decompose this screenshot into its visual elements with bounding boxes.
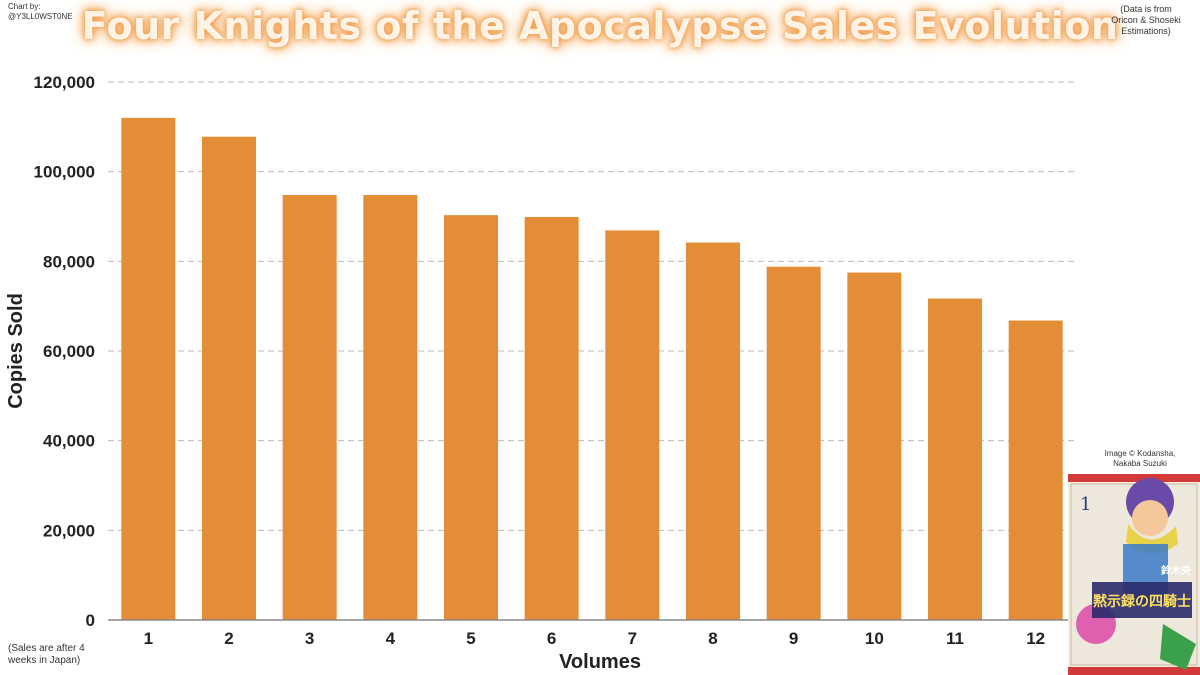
cover-logo: 黙示録の四騎士 xyxy=(1093,593,1191,610)
bar xyxy=(524,216,579,620)
bar xyxy=(686,242,740,620)
x-tick-label: 4 xyxy=(386,629,396,648)
chart-title: Four Knights of the Apocalypse Sales Evo… xyxy=(81,4,1119,48)
data-source-line: (Data is from xyxy=(1120,4,1172,14)
y-tick-label: 20,000 xyxy=(43,521,95,540)
x-tick-labels: 1 2 3 4 5 6 7 8 9 10 11 12 xyxy=(144,629,1046,648)
x-tick-label: 11 xyxy=(946,629,964,648)
x-axis-title: Volumes xyxy=(559,651,641,673)
y-tick-label: 60,000 xyxy=(43,342,95,361)
x-tick-label: 9 xyxy=(789,629,798,648)
y-tick-label: 40,000 xyxy=(43,432,95,451)
bar xyxy=(202,136,256,621)
bar xyxy=(928,298,982,620)
x-tick-label: 6 xyxy=(547,629,556,648)
sales-note-line: weeks in Japan) xyxy=(8,655,81,666)
y-tick-label: 100,000 xyxy=(34,163,95,182)
x-tick-label: 10 xyxy=(865,629,884,648)
bar xyxy=(282,194,337,621)
x-tick-label: 2 xyxy=(224,629,233,648)
x-tick-label: 5 xyxy=(466,629,475,648)
cover-volume-number: 1 xyxy=(1080,494,1091,515)
credit-line: Chart by: xyxy=(8,2,41,11)
credit-handle: @Y3LL0WST0NE xyxy=(8,12,73,21)
x-tick-label: 7 xyxy=(628,629,637,648)
y-tick-label: 120,000 xyxy=(34,73,95,92)
manga-cover-image: 1 鈴木央 黙示録の四騎士 xyxy=(1068,474,1200,675)
data-source-note: (Data is from Oricon & Shoseki Estimatio… xyxy=(1104,4,1188,37)
y-tick-labels: 0 20,000 40,000 60,000 80,000 100,000 120,000 xyxy=(34,73,95,630)
bars xyxy=(121,117,1063,621)
gridlines xyxy=(108,81,1076,531)
x-tick-label: 12 xyxy=(1026,629,1045,648)
bar xyxy=(444,215,498,620)
image-credit-line: Nakaba Suzuki xyxy=(1113,459,1167,468)
sales-note: (Sales are after 4 weeks in Japan) xyxy=(8,643,85,667)
image-credit: Image © Kodansha, Nakaba Suzuki xyxy=(1080,449,1200,469)
bar xyxy=(121,117,176,620)
cover-author: 鈴木央 xyxy=(1161,564,1192,577)
bar xyxy=(605,230,660,621)
bar xyxy=(766,266,821,620)
bar xyxy=(363,194,418,621)
bar xyxy=(1008,320,1063,620)
chart-credit: Chart by: @Y3LL0WST0NE xyxy=(8,2,73,22)
data-source-line: Estimations) xyxy=(1121,26,1171,36)
y-tick-label: 0 xyxy=(86,611,95,630)
y-tick-label: 80,000 xyxy=(43,252,95,271)
y-axis-title: Copies Sold xyxy=(5,293,27,409)
image-credit-line: Image © Kodansha, xyxy=(1104,449,1176,458)
bar xyxy=(847,272,902,620)
x-tick-label: 3 xyxy=(305,629,314,648)
x-tick-label: 8 xyxy=(708,629,717,648)
data-source-line: Oricon & Shoseki xyxy=(1111,15,1181,25)
x-tick-label: 1 xyxy=(144,629,153,648)
sales-note-line: (Sales are after 4 xyxy=(8,643,85,654)
